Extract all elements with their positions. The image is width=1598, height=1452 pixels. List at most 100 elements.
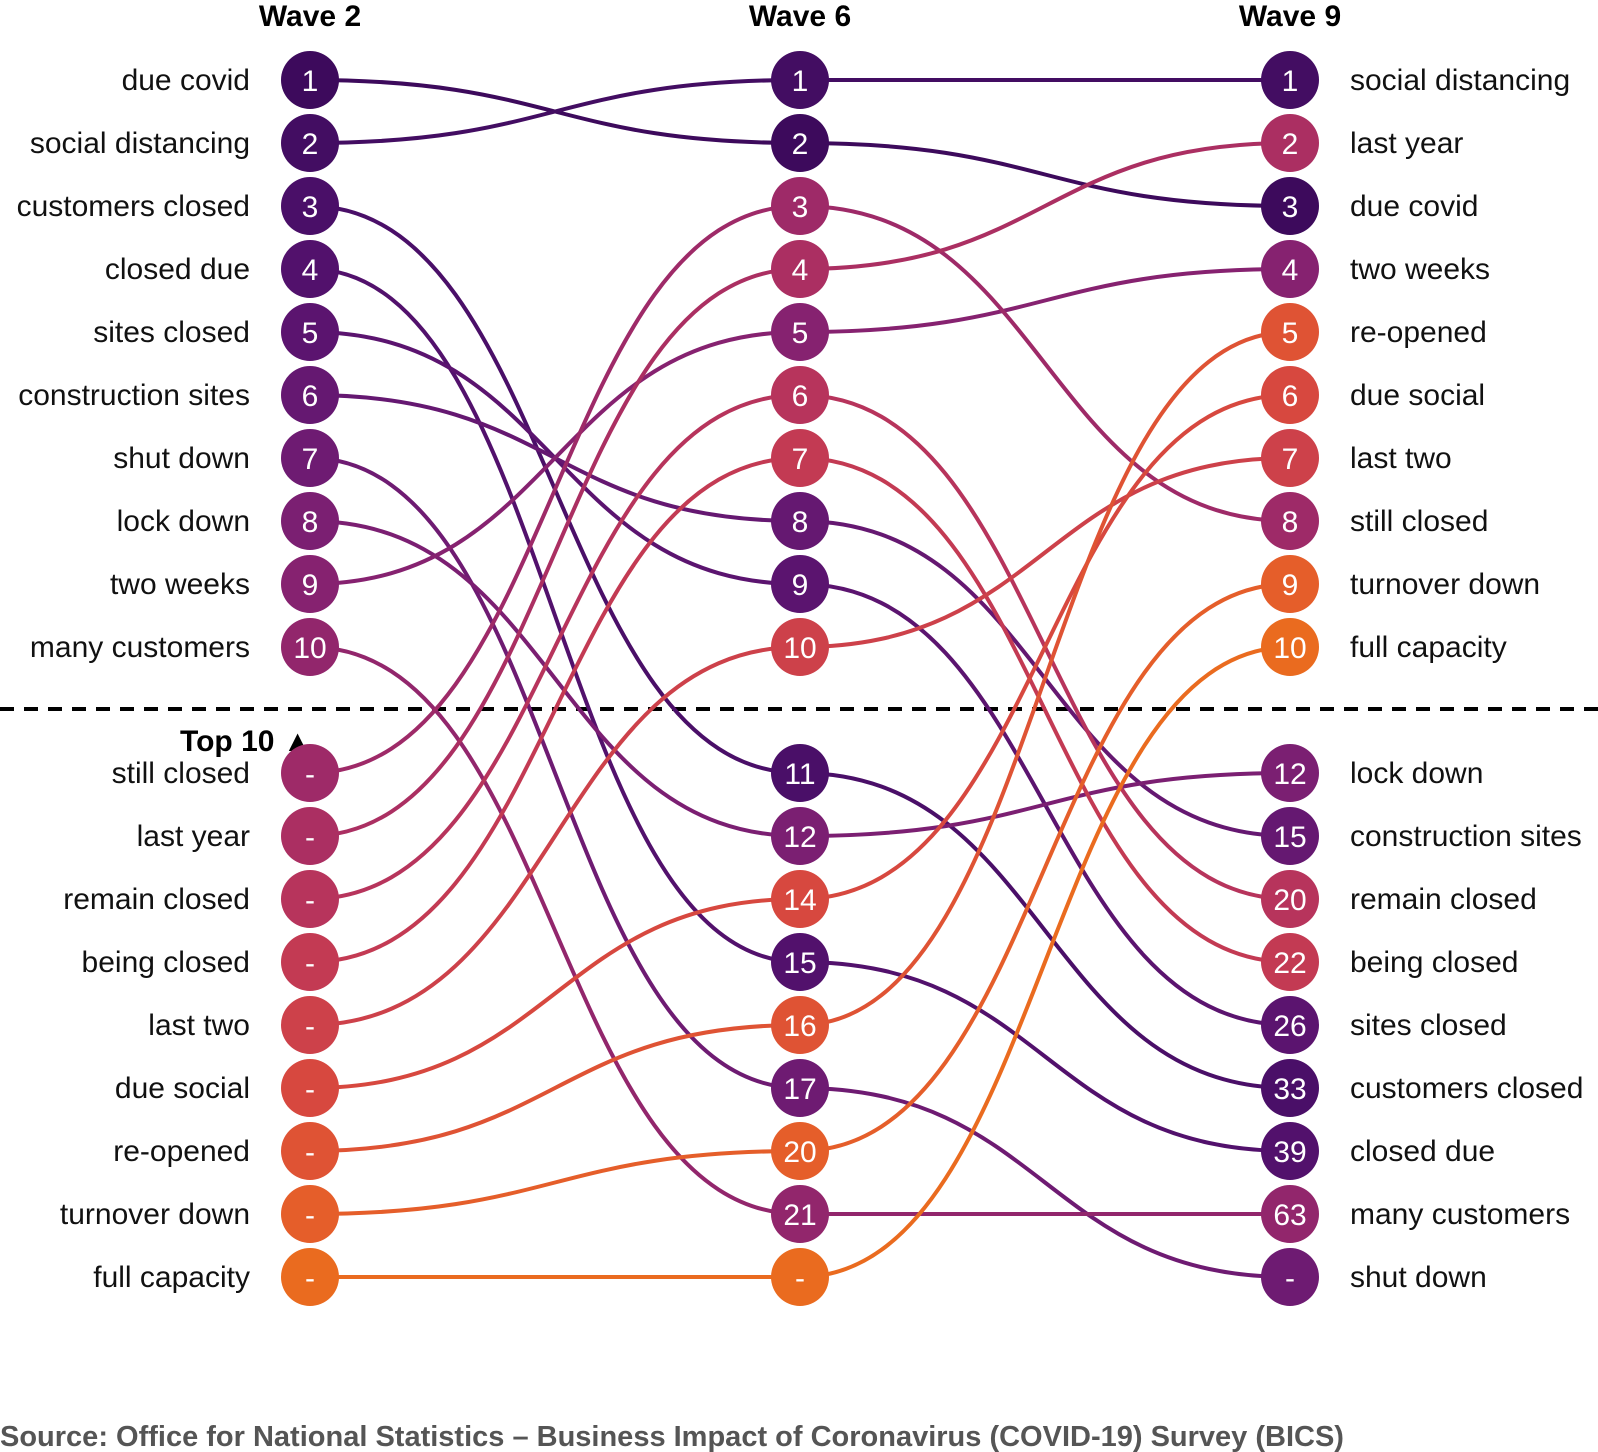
rank-node-wave-6-shut-down: 17 bbox=[771, 1059, 829, 1117]
rank-node-wave-6-social-distancing: 1 bbox=[771, 51, 829, 109]
rank-value: - bbox=[305, 1262, 315, 1295]
rank-circle bbox=[1261, 996, 1319, 1054]
rank-circle bbox=[1261, 492, 1319, 550]
rank-circle bbox=[281, 1185, 339, 1243]
term-label-wave-9-customers-closed: customers closed bbox=[1350, 1072, 1583, 1105]
rank-node-wave-6-remain-closed: 6 bbox=[771, 366, 829, 424]
rank-circle bbox=[281, 429, 339, 487]
rank-node-wave-9-social-distancing: 1 bbox=[1261, 51, 1319, 109]
rank-node-wave-9-two-weeks: 4 bbox=[1261, 240, 1319, 298]
rank-node-wave-6-due-social: 14 bbox=[771, 870, 829, 928]
term-label-wave-2-sites-closed: sites closed bbox=[93, 316, 250, 349]
rank-circle bbox=[1261, 51, 1319, 109]
rank-node-wave-6-customers-closed: 11 bbox=[771, 744, 829, 802]
rank-value: 5 bbox=[792, 317, 809, 350]
rank-value: 9 bbox=[302, 569, 319, 602]
rank-value: 8 bbox=[792, 506, 809, 539]
rank-value: 3 bbox=[792, 191, 809, 224]
rank-value: 39 bbox=[1273, 1136, 1306, 1169]
connector-many-customers-wave-0-to-1 bbox=[309, 645, 801, 1216]
term-label-wave-2-due-covid: due covid bbox=[122, 64, 250, 97]
rank-node-wave-9-turnover-down: 9 bbox=[1261, 555, 1319, 613]
rank-circle bbox=[771, 303, 829, 361]
rank-circle bbox=[281, 933, 339, 991]
connector-being-closed-wave-0-to-1 bbox=[309, 456, 801, 964]
term-label-wave-2-construction-sites: construction sites bbox=[18, 379, 250, 412]
term-label-wave-9-turnover-down: turnover down bbox=[1350, 568, 1540, 601]
rank-node-wave-6-sites-closed: 9 bbox=[771, 555, 829, 613]
rank-node-wave-6-two-weeks: 5 bbox=[771, 303, 829, 361]
rank-circle bbox=[281, 744, 339, 802]
rank-circle bbox=[1261, 744, 1319, 802]
rank-node-wave-6-turnover-down: 20 bbox=[771, 1122, 829, 1180]
rank-circle bbox=[281, 1059, 339, 1117]
term-label-wave-9-construction-sites: construction sites bbox=[1350, 820, 1582, 853]
connector-last-year-wave-1-to-2 bbox=[799, 141, 1291, 271]
rank-node-wave-6-being-closed: 7 bbox=[771, 429, 829, 487]
rank-circle bbox=[771, 51, 829, 109]
rank-value: - bbox=[1285, 1262, 1295, 1295]
rank-circle bbox=[1261, 618, 1319, 676]
rank-value: 7 bbox=[792, 443, 809, 476]
rank-node-wave-6-last-two: 10 bbox=[771, 618, 829, 676]
rank-value: 1 bbox=[792, 65, 809, 98]
rank-value: 1 bbox=[302, 65, 319, 98]
rank-circle bbox=[1261, 1248, 1319, 1306]
rank-node-wave-6-closed-due: 15 bbox=[771, 933, 829, 991]
connector-lock-down-wave-0-to-1 bbox=[309, 519, 801, 838]
rank-circle bbox=[771, 744, 829, 802]
term-label-wave-9-still-closed: still closed bbox=[1350, 505, 1488, 538]
term-label-wave-2-turnover-down: turnover down bbox=[60, 1198, 250, 1231]
rank-value: 12 bbox=[1273, 758, 1306, 791]
term-label-wave-2-closed-due: closed due bbox=[105, 253, 250, 286]
rank-circle bbox=[771, 555, 829, 613]
rank-circle bbox=[281, 870, 339, 928]
rank-circle bbox=[771, 1059, 829, 1117]
term-label-wave-9-last-two: last two bbox=[1350, 442, 1452, 475]
connector-customers-closed-wave-1-to-2 bbox=[799, 771, 1291, 1090]
rank-circle bbox=[771, 366, 829, 424]
rank-value: 11 bbox=[784, 758, 815, 791]
connector-still-closed-wave-1-to-2 bbox=[799, 204, 1291, 523]
rank-node-wave-2-turnover-down: - bbox=[281, 1185, 339, 1243]
connector-two-weeks-wave-0-to-1 bbox=[309, 330, 801, 586]
rank-node-wave-9-construction-sites: 15 bbox=[1261, 807, 1319, 865]
term-label-wave-2-full-capacity: full capacity bbox=[93, 1261, 250, 1294]
rank-circle bbox=[281, 807, 339, 865]
term-label-wave-2-lock-down: lock down bbox=[117, 505, 250, 538]
rank-circle bbox=[281, 996, 339, 1054]
rank-value: 33 bbox=[1273, 1073, 1306, 1106]
term-label-wave-9-two-weeks: two weeks bbox=[1350, 253, 1490, 286]
rank-node-wave-2-construction-sites: 6 bbox=[281, 366, 339, 424]
connector-re-opened-wave-1-to-2 bbox=[799, 330, 1291, 1027]
rank-circle bbox=[1261, 933, 1319, 991]
rank-node-wave-6-re-opened: 16 bbox=[771, 996, 829, 1054]
wave-6-title: Wave 6 bbox=[749, 0, 851, 33]
rank-node-wave-6-still-closed: 3 bbox=[771, 177, 829, 235]
term-label-wave-9-many-customers: many customers bbox=[1350, 1198, 1570, 1231]
rank-node-wave-2-lock-down: 8 bbox=[281, 492, 339, 550]
rank-circle bbox=[1261, 177, 1319, 235]
rank-node-wave-6-construction-sites: 8 bbox=[771, 492, 829, 550]
rank-value: 2 bbox=[1282, 128, 1299, 161]
term-label-wave-2-due-social: due social bbox=[115, 1072, 250, 1105]
connector-still-closed-wave-0-to-1 bbox=[309, 204, 801, 775]
rank-value: 12 bbox=[783, 821, 816, 854]
rank-circle bbox=[281, 366, 339, 424]
rank-value: 15 bbox=[783, 947, 816, 980]
rank-circle bbox=[1261, 1122, 1319, 1180]
rank-value: 14 bbox=[783, 884, 816, 917]
rank-value: - bbox=[305, 884, 315, 917]
rank-value: 21 bbox=[783, 1199, 816, 1232]
rank-node-wave-2-social-distancing: 2 bbox=[281, 114, 339, 172]
rank-value: - bbox=[305, 1199, 315, 1232]
wave-9-title: Wave 9 bbox=[1239, 0, 1341, 33]
rank-node-wave-9-being-closed: 22 bbox=[1261, 933, 1319, 991]
rank-node-wave-2-full-capacity: - bbox=[281, 1248, 339, 1306]
rank-circle bbox=[281, 51, 339, 109]
rank-value: 26 bbox=[1273, 1010, 1306, 1043]
rank-value: 6 bbox=[792, 380, 809, 413]
rank-node-wave-9-full-capacity: 10 bbox=[1261, 618, 1319, 676]
connector-closed-due-wave-1-to-2 bbox=[799, 960, 1291, 1153]
rank-value: 15 bbox=[1273, 821, 1306, 854]
